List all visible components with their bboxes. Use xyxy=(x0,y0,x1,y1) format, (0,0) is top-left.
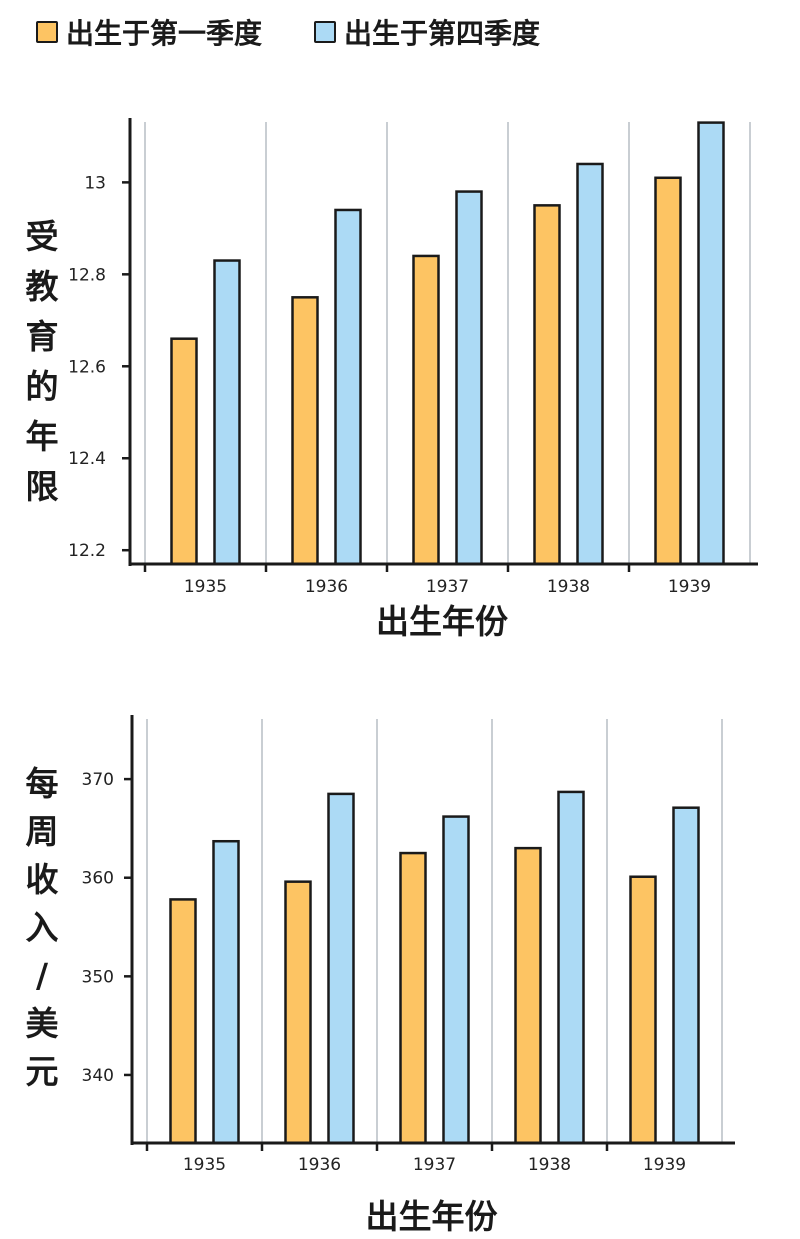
y-tick-label: 360 xyxy=(82,869,114,889)
legend-swatch-q4 xyxy=(314,21,337,43)
y-axis-title-char: 每 xyxy=(26,764,59,803)
y-tick-label: 13 xyxy=(84,173,106,193)
bar-q1-1938 xyxy=(533,204,561,566)
y-axis-title-char: 育 xyxy=(26,317,59,356)
bar-q4-1937 xyxy=(442,815,470,1145)
x-tick-label: 1936 xyxy=(305,577,348,597)
x-tick-label: 1938 xyxy=(547,577,590,597)
y-tick-label: 12.2 xyxy=(68,541,106,561)
y-tick-label: 12.4 xyxy=(68,449,106,469)
y-axis-title: 每周收入 / 美元 xyxy=(26,764,59,1091)
legend-item-q4: 出生于第四季度 xyxy=(314,12,540,52)
bar-q1-1936 xyxy=(291,296,319,566)
legend-label-q1: 出生于第一季度 xyxy=(66,17,263,50)
y-tick-label: 350 xyxy=(82,967,114,987)
bar-q4-1936 xyxy=(334,208,362,566)
bar-q4-1935 xyxy=(213,259,241,566)
y-axis-title-char: 收 xyxy=(26,860,59,899)
bar-q1-1939 xyxy=(654,176,682,566)
legend-label-q4: 出生于第四季度 xyxy=(344,17,541,50)
bar-q1-1937 xyxy=(412,254,440,566)
x-tick-label: 1939 xyxy=(643,1155,686,1175)
bar-q1-1938 xyxy=(514,846,542,1145)
bar-q1-1936 xyxy=(284,880,312,1145)
y-axis-title-char: 年 xyxy=(26,417,59,456)
legend-item-q1: 出生于第一季度 xyxy=(36,12,262,52)
y-axis-title: 受教育的年限 xyxy=(26,217,59,506)
y-axis-title-char: 限 xyxy=(26,467,59,506)
y-axis-title-char: / xyxy=(36,956,49,995)
bar-q4-1938 xyxy=(576,162,604,566)
x-tick-label: 1937 xyxy=(413,1155,456,1175)
bar-q4-1939 xyxy=(672,806,700,1145)
y-axis-title-char: 元 xyxy=(26,1052,59,1091)
bar-q1-1939 xyxy=(629,875,657,1145)
bar-q4-1939 xyxy=(697,121,725,566)
y-tick-label: 12.6 xyxy=(68,357,106,377)
chart-2: 340 350 360 370 1935 1936 1937 1938 1939 出生年份 每周收入… xyxy=(26,715,735,1236)
y-axis-title-char: 入 xyxy=(26,908,59,947)
x-tick-label: 1935 xyxy=(184,577,227,597)
x-tick-label: 1937 xyxy=(426,577,469,597)
x-axis-title: 出生年份 xyxy=(376,602,508,641)
x-tick-label: 1939 xyxy=(668,577,711,597)
y-axis-title-char: 教 xyxy=(26,267,59,306)
y-axis-title-char: 周 xyxy=(26,812,59,851)
y-axis-title-char: 的 xyxy=(26,367,59,406)
bar-q1-1935 xyxy=(170,337,198,566)
x-axis-title: 出生年份 xyxy=(366,1197,498,1236)
x-tick-label: 1935 xyxy=(183,1155,226,1175)
legend-swatch-q1 xyxy=(36,21,58,43)
y-axis-title-char: 受 xyxy=(26,217,59,256)
bar-q1-1935 xyxy=(169,898,197,1145)
x-tick-label: 1938 xyxy=(528,1155,571,1175)
bar-q4-1938 xyxy=(557,790,585,1145)
y-tick-label: 12.8 xyxy=(68,265,106,285)
y-tick-label: 370 xyxy=(82,770,114,790)
y-tick-label: 340 xyxy=(82,1066,114,1086)
y-axis-title-char: 美 xyxy=(26,1004,59,1043)
bar-q4-1935 xyxy=(212,839,240,1145)
x-tick-label: 1936 xyxy=(298,1155,341,1175)
bar-q4-1936 xyxy=(327,792,355,1145)
bar-q4-1937 xyxy=(455,190,483,566)
chart-1: 12.2 12.4 12.6 12.8 13 1935 1936 1937 1938 1939 出生… xyxy=(26,118,758,641)
bar-q1-1937 xyxy=(399,851,427,1145)
legend: 出生于第一季度 出生于第四季度 xyxy=(36,12,592,52)
